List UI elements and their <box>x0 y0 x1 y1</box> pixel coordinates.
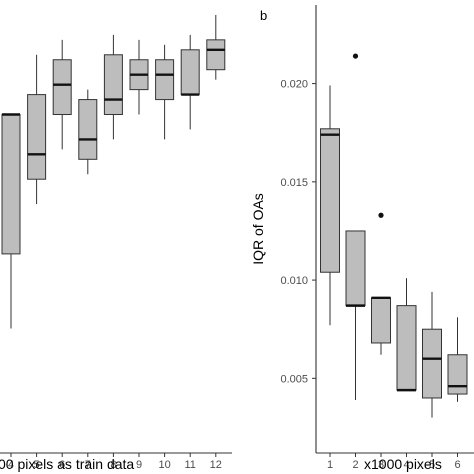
x-tick-label: 11 <box>184 459 195 471</box>
box-2 <box>345 230 366 307</box>
panel-label-b: b <box>260 8 267 23</box>
x-tick-label: 12 <box>210 459 222 471</box>
box-1 <box>320 128 340 273</box>
x-tick-label: 5 <box>429 459 435 471</box>
x-tick-label: 10 <box>158 459 170 471</box>
box-5 <box>27 94 47 180</box>
box-6 <box>52 59 72 116</box>
x-tick-label: 4 <box>8 459 14 471</box>
x-tick-label: 5 <box>34 459 40 471</box>
y-tick-label: 0.005 <box>280 373 308 385</box>
right-x-axis-title: x1000 pixels <box>364 456 442 472</box>
left-x-axis-title: 00 pixels as train data <box>0 456 134 472</box>
x-tick-label: 1 <box>327 459 333 471</box>
box-5 <box>422 328 442 399</box>
x-tick-label: 2 <box>352 459 358 471</box>
right-x-ticks: 1 2 3 4 5 6 <box>327 453 461 471</box>
y-tick-label: 0.020 <box>280 79 308 91</box>
left-x-ticks: 4 5 6 7 8 9 10 11 12 <box>8 453 222 471</box>
x-tick-label: 4 <box>403 459 409 471</box>
box-10 <box>155 59 175 101</box>
x-tick-label: 6 <box>454 459 460 471</box>
x-tick-label: 8 <box>110 459 116 471</box>
outlier-point <box>352 53 359 59</box>
box-3 <box>371 297 391 344</box>
box-4 <box>1 114 21 255</box>
y-tick-label: 0.015 <box>280 177 308 189</box>
box-4 <box>396 305 417 391</box>
y-tick-label: 0.010 <box>280 275 308 287</box>
right-y-ticks: 0.005 0.010 0.015 0.020 <box>280 79 316 385</box>
x-tick-label: 9 <box>136 459 142 471</box>
box-12 <box>206 39 226 71</box>
x-tick-label: 6 <box>59 459 65 471</box>
right-y-axis-title: IQR of OAs <box>250 193 266 265</box>
box-7 <box>78 99 98 160</box>
outlier-point <box>378 212 384 218</box>
box-8 <box>103 54 123 116</box>
box-6 <box>447 354 468 395</box>
right-box-group <box>320 53 468 418</box>
x-tick-label: 3 <box>378 459 384 471</box>
left-box-group <box>1 14 226 329</box>
box-11 <box>180 49 200 96</box>
x-tick-label: 7 <box>85 459 91 471</box>
